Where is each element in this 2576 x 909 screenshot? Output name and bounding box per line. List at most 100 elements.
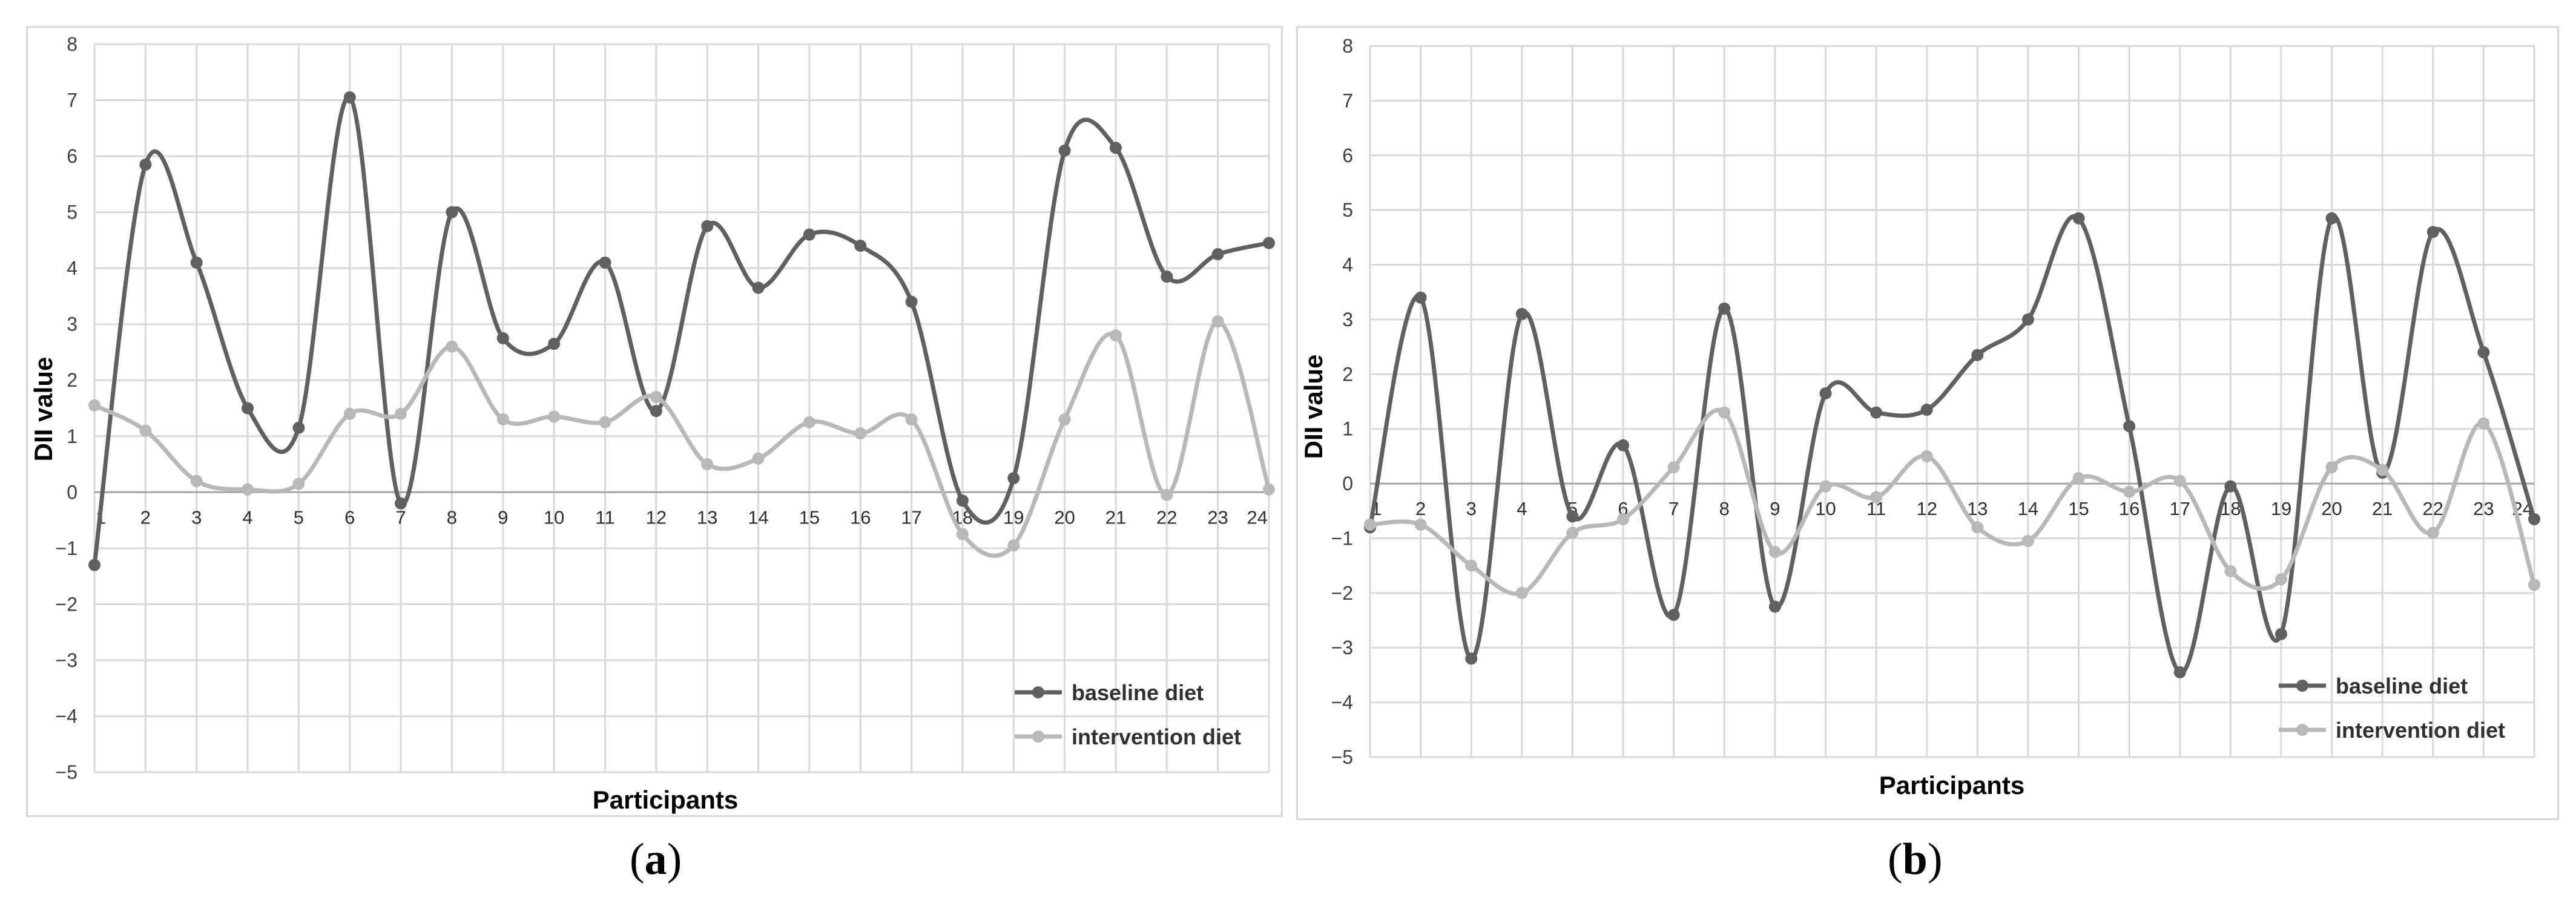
x-tick-label: 24 (1247, 507, 1268, 528)
y-tick-label: −4 (56, 705, 77, 727)
data-point (1920, 404, 1933, 416)
data-point (2528, 579, 2540, 591)
data-point (1971, 521, 1984, 534)
y-tick-label: 5 (67, 202, 77, 223)
series-intervention (1364, 406, 2540, 599)
data-point (190, 256, 203, 269)
data-point (1161, 271, 1173, 283)
y-tick-label: 5 (1342, 199, 1353, 221)
y-axis-title: DII value (1299, 355, 1328, 459)
data-point (2528, 513, 2540, 525)
data-point (854, 240, 867, 252)
data-point (292, 421, 305, 434)
y-tick-label: −5 (1331, 746, 1353, 768)
x-tick-label: 6 (344, 507, 355, 528)
data-point (701, 220, 714, 232)
data-point (599, 256, 611, 269)
x-tick-label: 23 (2473, 498, 2494, 519)
x-tick-label: 11 (595, 507, 614, 528)
series-line (92, 95, 1270, 566)
data-point (446, 206, 458, 218)
data-point (2426, 226, 2439, 238)
y-tick-label: 0 (1342, 473, 1353, 494)
y-tick-label: 4 (67, 257, 77, 279)
grid (1369, 45, 2535, 758)
x-tick-label: 8 (447, 507, 457, 528)
x-tick-label: 19 (2271, 498, 2291, 519)
x-tick-label: 22 (2423, 498, 2443, 519)
data-point (701, 458, 714, 471)
series-line (1368, 214, 2537, 675)
legend-swatch-marker (1032, 730, 1044, 743)
series-baseline (1364, 212, 2540, 678)
x-tick-label: 20 (2321, 498, 2342, 519)
data-point (2275, 573, 2287, 586)
data-point (803, 228, 815, 241)
legend-label: intervention diet (1072, 724, 1241, 749)
y-tick-label: 6 (1342, 145, 1353, 166)
data-point (548, 338, 561, 350)
data-point (650, 390, 662, 403)
series-baseline (88, 91, 1275, 571)
x-tick-label: 17 (2169, 498, 2190, 519)
legend-swatch-marker (2296, 680, 2308, 692)
y-tick-label: 3 (1342, 309, 1353, 330)
data-point (1109, 329, 1122, 342)
data-point (1263, 483, 1275, 496)
data-point (548, 410, 561, 423)
data-point (496, 332, 509, 344)
data-point (1667, 461, 1680, 473)
data-point (395, 407, 407, 420)
data-point (139, 158, 152, 171)
y-tick-label: 2 (67, 369, 77, 391)
data-point (956, 494, 969, 507)
y-tick-label: 2 (1342, 363, 1353, 385)
data-point (1566, 510, 1579, 523)
x-tick-label: 7 (395, 507, 406, 528)
y-tick-label: −3 (1331, 637, 1353, 658)
y-tick-label: −3 (56, 649, 77, 671)
data-point (854, 427, 867, 440)
y-tick-label: 3 (67, 313, 77, 335)
data-point (1515, 586, 1528, 599)
y-tick-label: 4 (1342, 254, 1353, 276)
data-point (905, 295, 918, 308)
x-tick-label: 3 (1466, 498, 1477, 519)
data-point (1920, 450, 1933, 462)
data-point (1058, 413, 1071, 426)
data-point (1465, 559, 1478, 572)
legend: baseline diet intervention diet (2279, 674, 2505, 743)
y-tick-label: −4 (1331, 692, 1353, 714)
x-tick-label: 13 (697, 507, 717, 528)
data-point (1617, 439, 1630, 451)
chart-panel-b: 8 7 6 5 4 3 2 1 0 −1 −2 −3 −4 −5 1 2 3 4 5 6 7 8 9 10 11 12 13 14 15… (1296, 26, 2559, 820)
data-point (1465, 652, 1478, 665)
x-tick-label: 7 (1668, 498, 1679, 519)
data-point (1109, 142, 1122, 154)
series-line (93, 319, 1271, 558)
data-point (1971, 349, 1984, 361)
y-axis-title: DII value (29, 357, 58, 462)
y-tick-label: −2 (56, 593, 77, 615)
data-point (803, 416, 815, 428)
data-point (343, 91, 356, 103)
data-point (1768, 546, 1781, 559)
data-point (2275, 628, 2287, 640)
data-point (2021, 313, 2034, 326)
data-point (752, 281, 765, 294)
data-point (496, 413, 509, 426)
data-point (1414, 518, 1427, 531)
caption-close: ) (667, 835, 682, 884)
x-axis-title: Participants (593, 786, 738, 814)
y-tick-label: 6 (67, 145, 77, 167)
data-point (1211, 248, 1224, 261)
data-point (1364, 518, 1376, 531)
y-tick-label: 8 (67, 33, 77, 55)
data-point (1819, 480, 1832, 493)
data-point (1718, 302, 1731, 315)
data-point (1263, 237, 1275, 249)
data-point (88, 559, 100, 571)
y-tick-labels: 8 7 6 5 4 3 2 1 0 −1 −2 −3 −4 −5 (56, 33, 77, 783)
